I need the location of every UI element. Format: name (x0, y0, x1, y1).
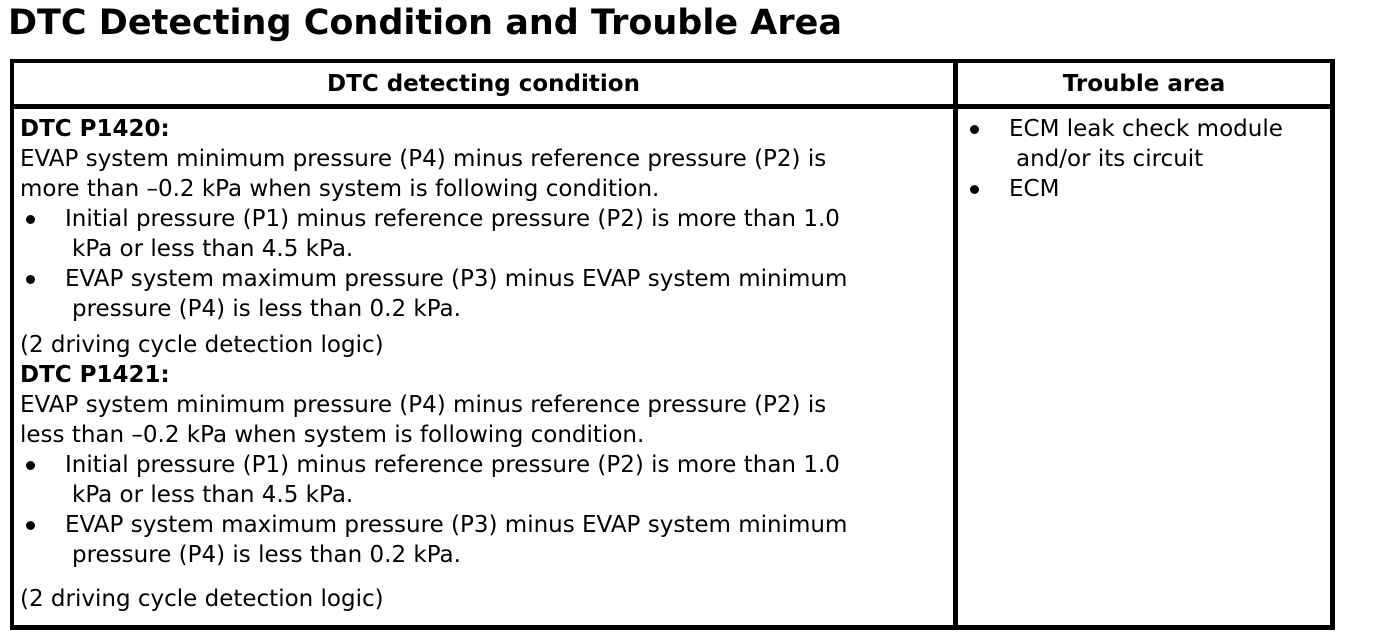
trouble-area-bullet-list: ECM leak check module and/or its circuit… (964, 114, 1322, 204)
condition-bullet-text: EVAP system maximum pressure (P3) minus … (65, 512, 848, 568)
dtc-detecting-condition-cell: DTC P1420: EVAP system minimum pressure … (14, 109, 958, 625)
dtc-table: DTC detecting condition Trouble area DTC… (10, 59, 1335, 630)
condition-bullet-text: Initial pressure (P1) minus reference pr… (65, 452, 840, 508)
column-header-dtc-detecting-condition: DTC detecting condition (14, 63, 958, 104)
trouble-area-cell: ECM leak check module and/or its circuit… (958, 109, 1330, 625)
bullet-icon (26, 215, 35, 224)
driving-cycle-note: (2 driving cycle detection logic) (20, 586, 384, 612)
trouble-area-text: ECM (1009, 176, 1060, 202)
table-header-row: DTC detecting condition Trouble area (14, 63, 1330, 109)
condition-bullet-list: Initial pressure (P1) minus reference pr… (20, 204, 865, 324)
dtc-description: EVAP system minimum pressure (P4) minus … (20, 146, 827, 202)
page-title: DTC Detecting Condition and Trouble Area (8, 3, 842, 43)
trouble-area-text: ECM leak check module and/or its circuit (1009, 116, 1283, 172)
dtc-section-p1420: DTC P1420: EVAP system minimum pressure … (20, 114, 945, 360)
bullet-icon (970, 125, 979, 134)
bullet-icon (26, 521, 35, 530)
condition-bullet-text: EVAP system maximum pressure (P3) minus … (65, 266, 848, 322)
bullet-icon (26, 461, 35, 470)
table-body-row: DTC P1420: EVAP system minimum pressure … (14, 109, 1330, 625)
dtc-description: EVAP system minimum pressure (P4) minus … (20, 392, 827, 448)
trouble-area-item: ECM leak check module and/or its circuit (964, 114, 1322, 174)
condition-bullet-text: Initial pressure (P1) minus reference pr… (65, 206, 840, 262)
column-header-trouble-area: Trouble area (1062, 70, 1226, 97)
condition-bullet-list: Initial pressure (P1) minus reference pr… (20, 450, 865, 570)
condition-bullet-item: EVAP system maximum pressure (P3) minus … (20, 264, 865, 324)
condition-bullet-item: EVAP system maximum pressure (P3) minus … (20, 510, 865, 570)
dtc-section-p1421: DTC P1421: EVAP system minimum pressure … (20, 360, 945, 614)
dtc-code-label: DTC P1421: (20, 362, 170, 388)
trouble-area-item: ECM (964, 174, 1322, 204)
bullet-icon (26, 275, 35, 284)
condition-bullet-item: Initial pressure (P1) minus reference pr… (20, 204, 865, 264)
condition-bullet-item: Initial pressure (P1) minus reference pr… (20, 450, 865, 510)
driving-cycle-note: (2 driving cycle detection logic) (20, 332, 384, 358)
bullet-icon (970, 185, 979, 194)
dtc-code-label: DTC P1420: (20, 116, 170, 142)
